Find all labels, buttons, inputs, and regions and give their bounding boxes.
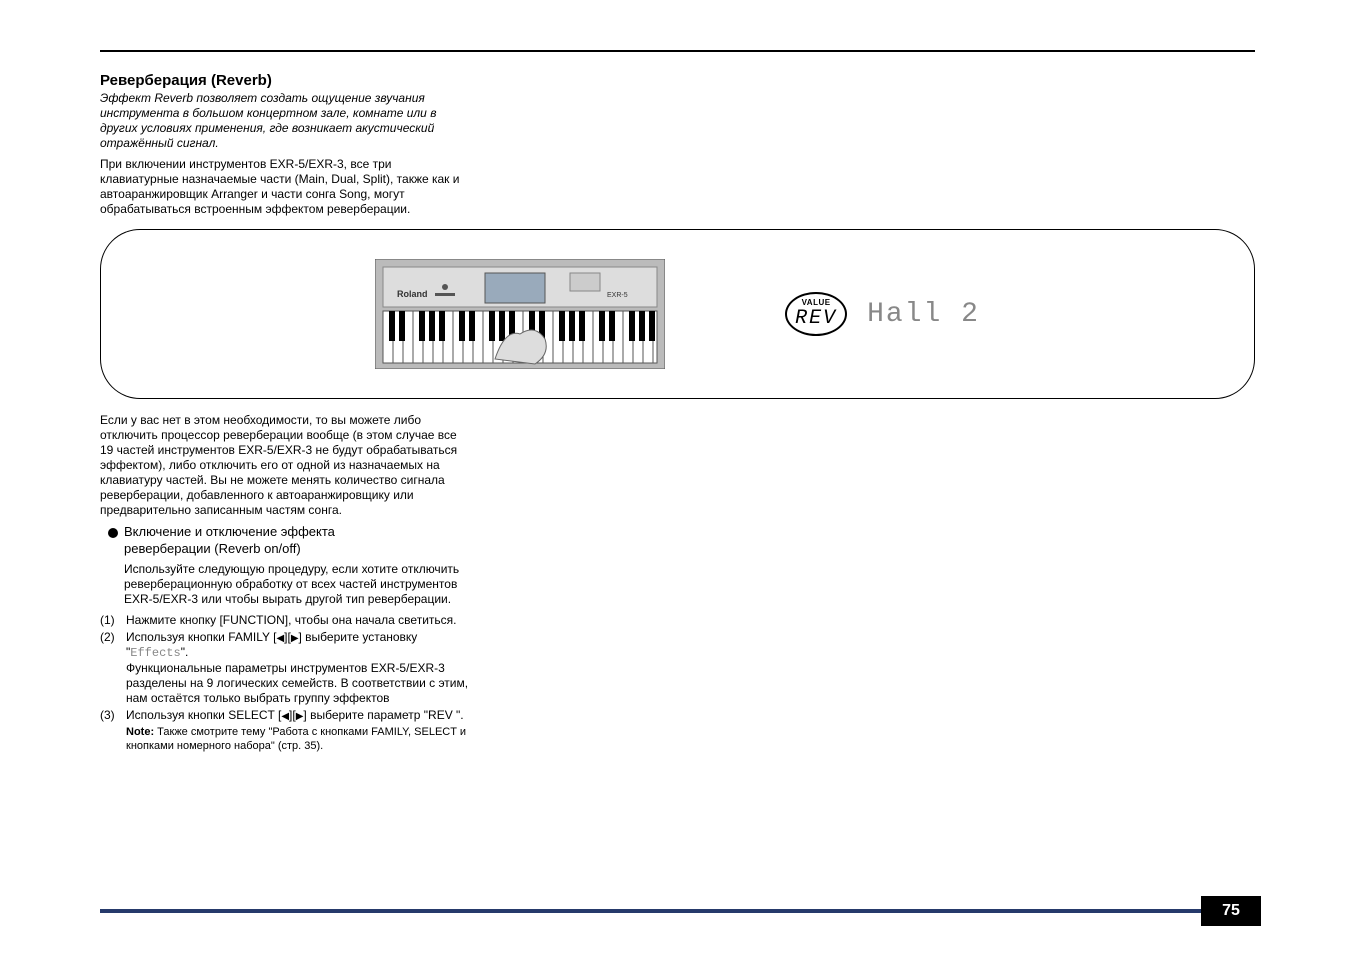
triangle-left-icon: ◀ — [276, 633, 284, 644]
footer: 75 — [0, 896, 1351, 926]
page-number: 75 — [1201, 896, 1261, 926]
hall-text: Hall 2 — [867, 299, 980, 330]
keyboard-illustration: Roland EXR-5 — [375, 259, 665, 369]
value-label: VALUE — [802, 298, 831, 307]
sub-heading-line2: реверберации (Reverb on/off) — [124, 541, 301, 556]
step-3-num: (3) — [100, 708, 126, 724]
bullet-icon — [108, 528, 118, 538]
step-2: (2) Используя кнопки FAMILY [◀][▶] выбер… — [100, 630, 480, 707]
footer-rule — [100, 909, 1201, 913]
figure-row: Roland EXR-5 — [100, 229, 1255, 399]
step-2-continuation: Функциональные параметры инструментов EX… — [126, 661, 468, 705]
triangle-left-icon: ◀ — [281, 711, 289, 722]
model-label: EXR-5 — [607, 292, 628, 299]
effects-mono: Effects — [130, 646, 180, 660]
step-3: (3) Используя кнопки SELECT [◀][▶] выбер… — [100, 708, 480, 724]
note-line: Note: Также смотрите тему "Работа с кноп… — [126, 726, 476, 754]
triangle-right-icon: ▶ — [291, 633, 299, 644]
paragraph-1: При включении инструментов EXR-5/EXR-3, … — [100, 157, 470, 217]
section-title: Реверберация (Reverb) — [100, 72, 1255, 89]
paragraph-2: Если у вас нет в этом необходимости, то … — [100, 413, 470, 518]
step-1-body: Нажмите кнопку [FUNCTION], чтобы она нач… — [126, 613, 480, 628]
step-3-body: Используя кнопки SELECT [◀][▶] выберите … — [126, 708, 480, 724]
sub-heading-line1: Включение и отключение эффекта — [124, 524, 335, 539]
value-text: REV — [795, 307, 837, 330]
sub-heading: Включение и отключение эффекта ревербера… — [124, 524, 464, 558]
brand-label: Roland — [397, 289, 428, 299]
step-2-num: (2) — [100, 630, 126, 707]
note-label: Note: — [126, 726, 154, 738]
value-badge: VALUE REV — [785, 292, 847, 336]
intro-italic: Эффект Reverb позволяет создать ощущение… — [100, 91, 470, 151]
note-text: Также смотрите тему "Работа с кнопками F… — [126, 726, 466, 752]
step-1: (1) Нажмите кнопку [FUNCTION], чтобы она… — [100, 613, 480, 628]
step-2-body: Используя кнопки FAMILY [◀][▶] выберите … — [126, 630, 480, 707]
sub-body: Используйте следующую процедуру, если хо… — [124, 562, 464, 607]
step-1-num: (1) — [100, 613, 126, 628]
